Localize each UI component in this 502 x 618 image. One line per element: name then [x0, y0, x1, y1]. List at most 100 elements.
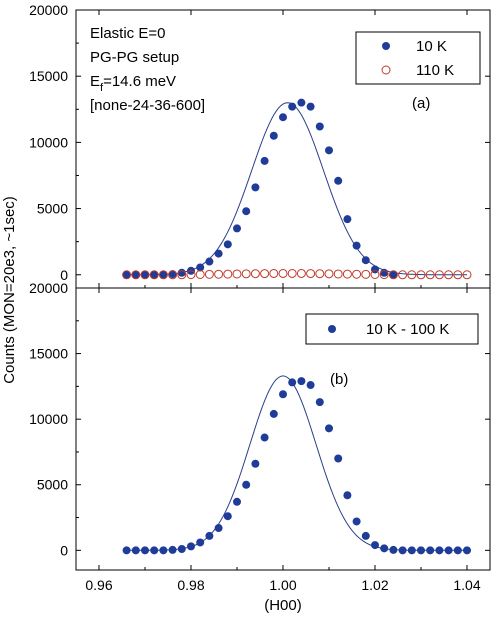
data-point — [159, 546, 168, 555]
y-tick-label: 10000 — [29, 411, 68, 427]
data-point — [279, 390, 287, 399]
data-point — [288, 378, 297, 387]
data-point — [242, 207, 251, 216]
legend-a: 10 K 110 K — [355, 31, 481, 85]
data-point — [214, 524, 223, 533]
x-tick-label: 1.00 — [269, 577, 296, 593]
data-point — [279, 113, 287, 122]
data-point — [434, 270, 444, 280]
data-point — [168, 545, 177, 554]
data-point — [223, 512, 232, 521]
legend-a-10k-marker — [382, 42, 390, 50]
panel-a-points — [122, 98, 472, 280]
data-point — [361, 269, 371, 279]
annotation-line-2: PG-PG setup — [90, 49, 179, 66]
data-point — [325, 146, 333, 155]
y-axis-title: Counts (MON=20e3, ~1sec) — [1, 196, 18, 384]
data-point — [407, 270, 417, 280]
data-point — [462, 270, 472, 280]
y-tick-label: 15000 — [29, 68, 68, 84]
data-point — [158, 270, 168, 280]
y-tick-label: 15000 — [29, 346, 68, 362]
y-tick-label: 20000 — [29, 2, 68, 18]
data-point — [324, 269, 334, 279]
data-point — [196, 263, 205, 272]
data-point — [361, 531, 370, 540]
data-point — [177, 268, 186, 277]
y-tick-label: 20000 — [29, 280, 68, 296]
data-point — [333, 269, 343, 279]
y-tick-label: 0 — [60, 267, 68, 283]
data-point — [122, 546, 131, 555]
data-point — [371, 541, 379, 550]
x-tick-label: 1.02 — [361, 577, 388, 593]
data-point — [168, 270, 178, 280]
data-point — [444, 270, 454, 280]
data-point — [388, 270, 398, 280]
annotation-line-1: Elastic E=0 — [90, 25, 165, 42]
legend-b-label: 10 K - 100 K — [366, 321, 449, 338]
data-point — [223, 240, 232, 249]
data-point — [141, 546, 149, 555]
data-point — [297, 98, 306, 107]
data-point — [371, 265, 379, 274]
data-point — [325, 424, 333, 433]
legend-a-110k-marker — [381, 65, 391, 75]
data-point — [398, 546, 407, 555]
annotation-suffix: =14.6 meV — [103, 73, 176, 90]
annotation-e: E — [90, 73, 100, 90]
data-point — [426, 546, 435, 555]
data-point — [269, 409, 278, 418]
data-point — [334, 176, 343, 185]
legend-a-110k-label: 110 K — [416, 62, 454, 79]
data-point — [297, 377, 306, 386]
data-point — [204, 269, 214, 279]
data-point — [343, 491, 352, 500]
data-point — [214, 249, 223, 258]
data-point — [343, 215, 352, 224]
y-tick-label: 10000 — [29, 134, 68, 150]
data-point — [435, 546, 444, 555]
panel-b-label: (b) — [330, 371, 348, 388]
data-point — [398, 270, 408, 280]
annotation-line-3: Ef=14.6 meV — [90, 73, 176, 94]
data-point — [168, 270, 177, 279]
panel-a-ticks: 0 5000 10000 15000 20000 — [29, 2, 490, 288]
data-point — [122, 270, 132, 280]
data-point — [260, 433, 269, 442]
data-point — [370, 269, 380, 279]
x-tick-label: 1.04 — [453, 577, 480, 593]
legend-b-marker — [328, 325, 336, 333]
data-point — [296, 268, 306, 278]
data-point — [306, 102, 315, 111]
panel-b-points — [122, 377, 471, 555]
data-point — [131, 270, 141, 280]
data-point — [241, 269, 251, 279]
data-point — [150, 270, 159, 279]
data-point — [417, 546, 425, 555]
y-tick-label: 0 — [60, 542, 68, 558]
data-point — [223, 269, 233, 279]
data-point — [416, 270, 426, 280]
x-tick-label: 0.98 — [177, 577, 204, 593]
data-point — [205, 531, 214, 540]
data-point — [140, 270, 150, 280]
data-point — [214, 269, 224, 279]
legend-b: 10 K - 100 K — [305, 313, 479, 345]
data-point — [334, 454, 343, 463]
panel-b-fit — [126, 375, 467, 551]
data-point — [380, 544, 389, 553]
fit-line — [126, 102, 467, 276]
data-point — [288, 102, 297, 111]
data-point — [425, 270, 435, 280]
data-point — [122, 270, 131, 279]
data-point — [306, 269, 316, 279]
legend-a-10k-label: 10 K — [416, 38, 447, 55]
data-point — [186, 270, 196, 280]
data-point — [159, 270, 168, 279]
data-point — [149, 270, 159, 280]
data-point — [352, 241, 361, 250]
data-point — [232, 269, 242, 279]
data-point — [233, 497, 241, 506]
